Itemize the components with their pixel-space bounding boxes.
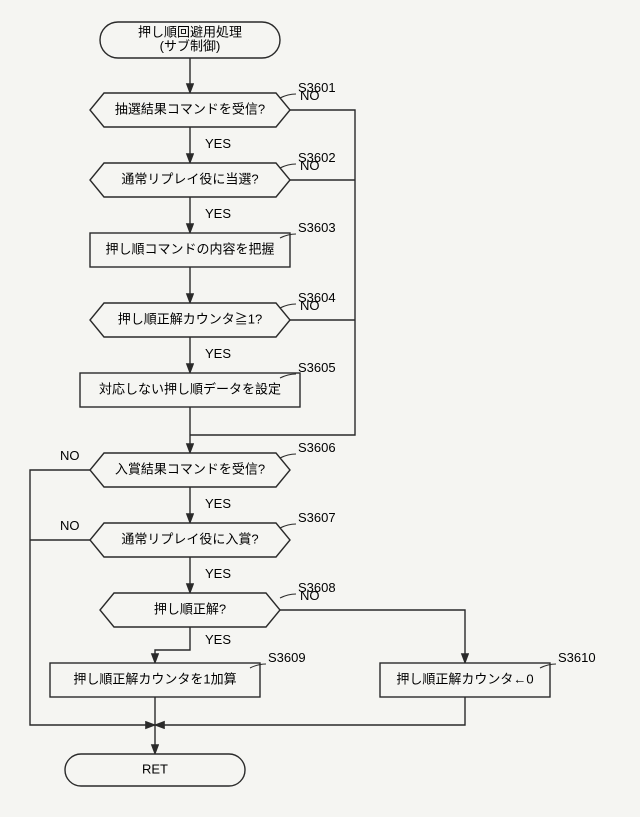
- node-text: 対応しない押し順データを設定: [99, 381, 281, 396]
- node-text: 通常リプレイ役に入賞?: [121, 531, 258, 546]
- step-label: S3605: [298, 360, 336, 375]
- step-leader: [280, 304, 296, 308]
- step-label: S3609: [268, 650, 306, 665]
- node-text: 押し順コマンドの内容を把握: [105, 241, 274, 256]
- step-leader: [280, 94, 296, 98]
- node-text: 抽選結果コマンドを受信?: [115, 101, 265, 116]
- step-leader: [280, 454, 296, 458]
- step-label: S3604: [298, 290, 336, 305]
- node-text: RET: [142, 761, 168, 776]
- node-text: 押し順正解?: [154, 601, 226, 616]
- node-text: 通常リプレイ役に当選?: [121, 171, 258, 186]
- node-text: 押し順正解カウンタ≧1?: [118, 311, 262, 326]
- node-text: 押し順正解カウンタを1加算: [73, 671, 236, 686]
- edge: [280, 610, 465, 663]
- step-label: S3603: [298, 220, 336, 235]
- node-text: 押し順正解カウンタ←0: [396, 671, 533, 686]
- flowchart-canvas: YESYESYESYESYESYESNONONONONONO押し順回避用処理(サ…: [0, 0, 640, 817]
- node-text: (サブ制御): [160, 38, 221, 53]
- step-label: S3601: [298, 80, 336, 95]
- edge-label: YES: [205, 632, 231, 647]
- node-text: 押し順回避用処理: [138, 24, 242, 39]
- step-label: S3607: [298, 510, 336, 525]
- edge-label: YES: [205, 206, 231, 221]
- edge-label: NO: [60, 518, 80, 533]
- edge-label: YES: [205, 496, 231, 511]
- step-leader: [280, 524, 296, 528]
- step-label: S3608: [298, 580, 336, 595]
- step-label: S3610: [558, 650, 596, 665]
- edge-label: YES: [205, 136, 231, 151]
- edge-label: YES: [205, 346, 231, 361]
- step-label: S3602: [298, 150, 336, 165]
- edge-label: NO: [60, 448, 80, 463]
- step-label: S3606: [298, 440, 336, 455]
- node-text: 入賞結果コマンドを受信?: [115, 461, 265, 476]
- edge-label: YES: [205, 566, 231, 581]
- step-leader: [280, 594, 296, 598]
- step-leader: [280, 164, 296, 168]
- edge: [155, 697, 465, 725]
- edge: [155, 627, 190, 663]
